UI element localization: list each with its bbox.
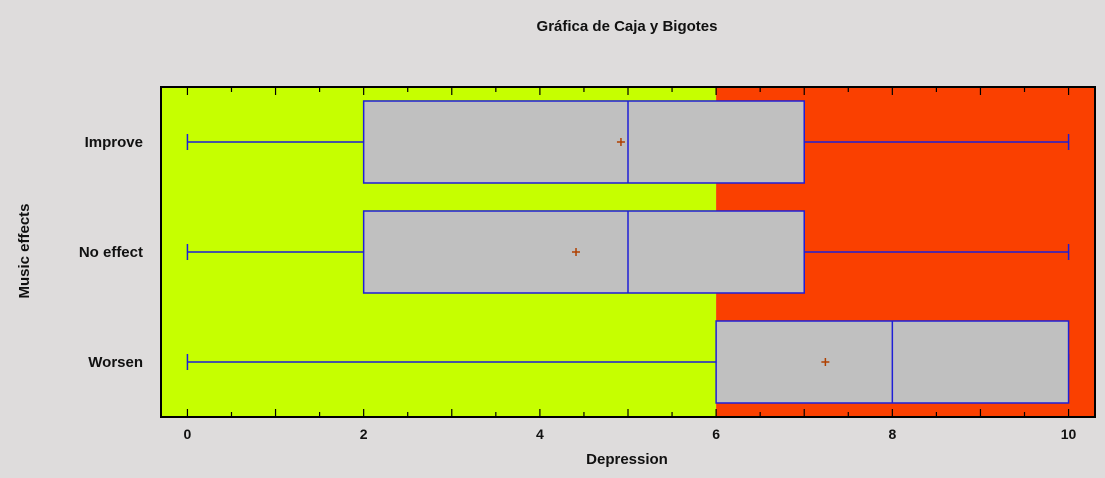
x-tick-label: 0: [184, 426, 192, 442]
category-label-improve: Improve: [85, 134, 143, 151]
box-worsen: [186, 320, 1070, 404]
x-tick-label: 2: [360, 426, 368, 442]
x-axis-ticks: 0 2 4 6 8 10: [184, 87, 1077, 442]
box-improve: [186, 100, 1070, 184]
chart-title: Gráfica de Caja y Bigotes: [537, 18, 718, 35]
category-labels: Improve No effect Worsen: [79, 134, 143, 371]
x-tick-label: 4: [536, 426, 544, 442]
category-label-no-effect: No effect: [79, 244, 143, 261]
category-label-worsen: Worsen: [88, 354, 143, 371]
x-tick-label: 8: [888, 426, 896, 442]
x-tick-label: 10: [1061, 426, 1077, 442]
x-axis-label: Depression: [586, 451, 668, 468]
iqr-box: [362, 100, 805, 184]
box-no-effect: [186, 210, 1070, 294]
x-tick-label: 6: [712, 426, 720, 442]
y-axis-label: Music effects: [16, 203, 33, 298]
iqr-box: [362, 210, 805, 294]
box-series: [186, 100, 1070, 404]
